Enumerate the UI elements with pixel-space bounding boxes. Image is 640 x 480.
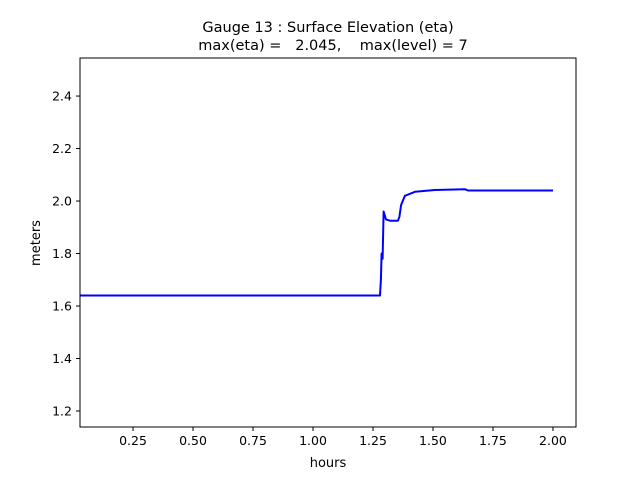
x-tick-label: 1.75 bbox=[479, 433, 507, 448]
chart-title: Gauge 13 : Surface Elevation (eta) bbox=[202, 20, 453, 36]
x-tick-label: 1.00 bbox=[299, 433, 327, 448]
y-tick-label: 2.4 bbox=[52, 89, 72, 104]
y-tick-label: 2.0 bbox=[52, 194, 72, 209]
x-tick-label: 1.50 bbox=[419, 433, 447, 448]
x-axis-label: hours bbox=[310, 456, 347, 471]
y-tick-label: 1.2 bbox=[52, 403, 72, 418]
x-tick-label: 2.00 bbox=[539, 433, 567, 448]
x-tick-label: 0.75 bbox=[239, 433, 267, 448]
series-line-eta bbox=[80, 188, 553, 297]
y-tick-label: 1.4 bbox=[52, 351, 72, 366]
x-tick-label: 0.50 bbox=[179, 433, 207, 448]
y-tick-label: 2.2 bbox=[52, 141, 72, 156]
plot-area-frame bbox=[79, 57, 577, 428]
chart-subtitle: max(eta) = 2.045, max(level) = 7 bbox=[198, 38, 468, 54]
y-tick-label: 1.8 bbox=[52, 246, 72, 261]
y-axis-label: meters bbox=[29, 220, 44, 266]
x-tick-label: 1.25 bbox=[359, 433, 387, 448]
x-tick-label: 0.25 bbox=[119, 433, 147, 448]
y-tick-label: 1.6 bbox=[52, 299, 72, 314]
